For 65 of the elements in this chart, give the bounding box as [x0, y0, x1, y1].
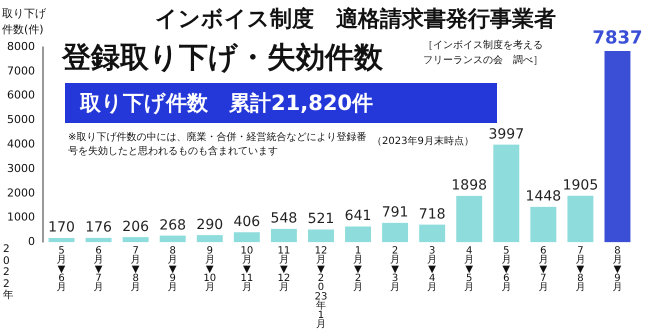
data-label: 406 [233, 214, 260, 230]
data-label: 1898 [451, 178, 488, 194]
bar [604, 50, 630, 242]
bar [270, 228, 297, 242]
x-tick-label: 10月▼11月 [240, 245, 254, 294]
data-label: 548 [270, 210, 298, 226]
x-tick-label: 6月▼7月 [538, 245, 548, 294]
bar [196, 235, 223, 242]
x-tick-label: 4月▼5月 [464, 245, 474, 294]
y-tick-label: 7000 [6, 64, 35, 78]
x-tick-label: 7月▼8月 [575, 245, 586, 294]
bar [345, 226, 371, 242]
data-label: 170 [48, 220, 75, 236]
text: 2022年 [3, 243, 14, 302]
x-tick-label: 11月▼12月 [278, 245, 290, 294]
data-label: 7837 [592, 28, 643, 49]
x-tick-label: 5月▼6月 [56, 245, 67, 294]
chart-title: インボイス制度 適格請求書発行事業者 [155, 6, 556, 34]
bar [567, 196, 594, 242]
data-label: 641 [344, 208, 372, 224]
data-label: 791 [382, 204, 408, 221]
y-tick-label: 4000 [6, 137, 35, 150]
bar [122, 237, 149, 242]
x-tick-label: 8月▼9月 [168, 245, 178, 294]
y-tick-label: 1000 [6, 210, 35, 224]
bar [456, 196, 482, 242]
y-tick-label: 3000 [6, 162, 35, 175]
data-label: 176 [85, 220, 112, 236]
bar [493, 144, 520, 242]
y-tick-label: 5000 [6, 113, 35, 126]
y-tick-label: 8000 [6, 40, 35, 53]
bar [530, 206, 556, 242]
x-tick-label: 6月▼7月 [94, 245, 104, 294]
data-label: 3997 [488, 126, 524, 142]
bar [48, 238, 74, 242]
category-label: 12月▼2023年1月 [314, 245, 328, 330]
bar [308, 229, 334, 242]
x-tick-label: 2月▼3月 [390, 245, 400, 294]
bar [419, 224, 446, 242]
x-tick-label: 9月▼10月 [203, 245, 216, 294]
y-tick-label: 6000 [6, 88, 35, 102]
bar [382, 222, 408, 242]
data-label: 1905 [562, 177, 598, 194]
data-label: 268 [159, 217, 186, 234]
data-label: 521 [308, 211, 334, 228]
annotation: ※取り下げ件数の中には、廃業・合併・経営統合などにより登録番号を失効したと思われるものも含まれています [68, 131, 368, 159]
data-label: 1448 [526, 188, 562, 205]
annotation: （2023年9月末時点） [372, 134, 474, 148]
chart-subtitle: 登録取り下げ・失効件数 [62, 39, 383, 76]
data-label: 206 [122, 218, 150, 235]
bar [234, 232, 260, 242]
data-label: 290 [196, 216, 224, 233]
bar [160, 236, 186, 242]
y-tick-label: 0 [28, 235, 35, 248]
x-tick-label: 1月▼2月 [353, 245, 364, 294]
annotation: 取り下げ件数 累計21,820件 [80, 90, 374, 117]
x-tick-label: 8月▼9月 [612, 245, 622, 294]
y-axis-title: 取り下げ件数(件) [2, 6, 47, 38]
data-label: 718 [418, 206, 446, 222]
x-tick-label: 5月▼6月 [501, 245, 512, 294]
y-tick-label: 2000 [6, 186, 35, 200]
x-tick-label: 7月▼8月 [130, 245, 141, 294]
bar [86, 238, 112, 242]
annotation: ［インボイス制度を考えるフリーランスの会 調べ］ [423, 38, 544, 68]
x-tick-label: 3月▼4月 [427, 245, 438, 294]
